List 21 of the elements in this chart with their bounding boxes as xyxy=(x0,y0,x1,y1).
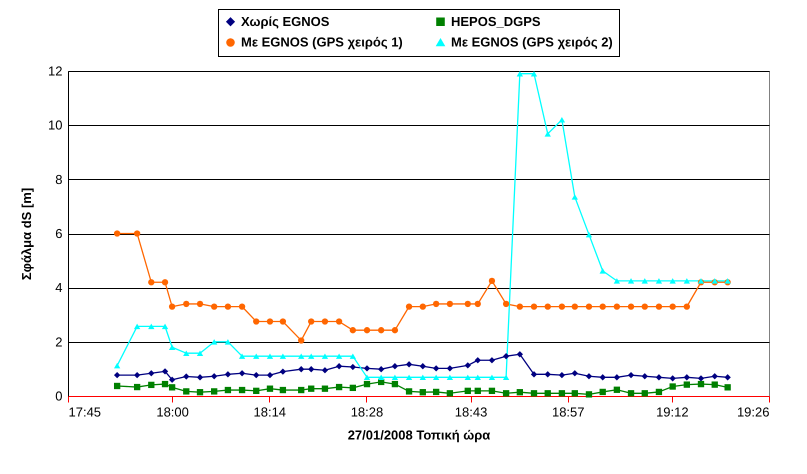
x-tick-label: 19:26 xyxy=(736,404,770,420)
legend-label: Με EGNOS (GPS χειρός 1) xyxy=(241,34,403,50)
legend-label: Χωρίς EGNOS xyxy=(241,14,330,29)
x-tick-label: 18:43 xyxy=(454,404,488,420)
x-tick-label: 18:57 xyxy=(552,404,585,420)
y-tick-label: 4 xyxy=(55,280,62,296)
y-tick-label: 8 xyxy=(55,172,62,187)
x-tick-label: 18:14 xyxy=(253,404,286,420)
x-tick-label: 18:00 xyxy=(156,404,189,420)
x-tick-label: 17:45 xyxy=(68,404,102,420)
y-tick-label: 12 xyxy=(48,64,62,78)
y-tick-label: 0 xyxy=(55,388,62,404)
x-axis-title: 27/01/2008 Τοπική ώρα xyxy=(348,428,490,442)
y-tick-label: 6 xyxy=(55,226,62,241)
x-tick-label: 19:12 xyxy=(656,404,689,420)
y-tick-label: 10 xyxy=(48,118,62,133)
legend-label: HEPOS_DGPS xyxy=(451,14,541,29)
x-tick-label: 18:28 xyxy=(350,404,384,420)
y-axis-title: Σφάλμα dS [m] xyxy=(19,188,34,280)
y-tick-label: 2 xyxy=(55,334,62,350)
legend-label: Με EGNOS (GPS χειρός 2) xyxy=(451,34,613,50)
